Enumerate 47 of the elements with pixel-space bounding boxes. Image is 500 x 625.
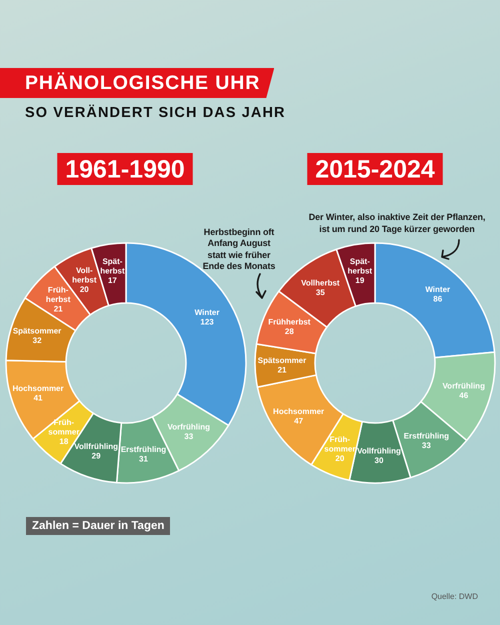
data-label: 20 (335, 454, 345, 464)
data-label: 35 (316, 288, 326, 298)
slice-label: Spät- herbst (348, 257, 372, 276)
data-label: 123 (200, 318, 214, 327)
slice-label: Hochsommer (12, 384, 64, 394)
data-label: 33 (184, 432, 194, 441)
text: Zahlen = Dauer in Tagen (26, 517, 170, 535)
data-label: 21 (54, 304, 64, 314)
data-label: 29 (92, 451, 102, 460)
data-label: 28 (284, 327, 294, 336)
data-label: 46 (459, 391, 469, 400)
slice-label: Vollfrühling (357, 446, 402, 456)
text: Herbstbeginn oft Anfang August statt wie früher Ende des Monats (202, 227, 276, 272)
data-label: 18 (59, 437, 69, 446)
slice-label: Vollherbst (301, 278, 340, 288)
slice-label: Vorfrühling (167, 422, 210, 432)
data-label: 17 (108, 276, 118, 285)
slice-label: Voll- herbst (72, 266, 97, 284)
slice-label: Früh- sommer (324, 435, 356, 454)
text: PHÄNOLOGISCHE UHR (0, 68, 274, 98)
slice-label: Vorfrühling (442, 382, 486, 391)
slice-label: Winter (194, 308, 220, 318)
data-label: 20 (80, 284, 90, 294)
chart-title: 1961-1990 (65, 156, 185, 184)
data-label: 47 (294, 416, 304, 426)
slice-label: Erstfrühling (120, 445, 166, 454)
slice-label: Spätsommer (12, 326, 62, 336)
chart-title: 2015-2024 (315, 156, 435, 184)
slice-label: Hochsommer (273, 406, 324, 416)
text: SO VERÄNDERT SICH DAS JAHR (25, 105, 286, 121)
data-label: 41 (34, 394, 44, 403)
slice-label: Früh- herbst (46, 285, 71, 304)
slice-label: Frühherbst (268, 318, 311, 327)
data-label: 21 (278, 365, 288, 374)
data-label: 31 (139, 454, 148, 464)
data-label: 19 (355, 276, 365, 286)
data-label: 30 (374, 456, 384, 466)
slice-label: Spätsommer (258, 356, 306, 365)
data-label: 32 (32, 336, 42, 346)
text: Der Winter, also inaktive Zeit der Pflanzen, ist um rund 20 Tage kürzer geworden (308, 211, 486, 235)
slice-label: Vollfrühling (74, 442, 118, 451)
data-label: 33 (422, 440, 432, 450)
source-note: Quelle: DWD (431, 592, 478, 601)
slice-label: Winter (425, 285, 450, 294)
slice-label: Spät- herbst (100, 256, 125, 276)
slice-label: Erstfrühling (404, 431, 450, 440)
data-label: 86 (433, 294, 443, 304)
